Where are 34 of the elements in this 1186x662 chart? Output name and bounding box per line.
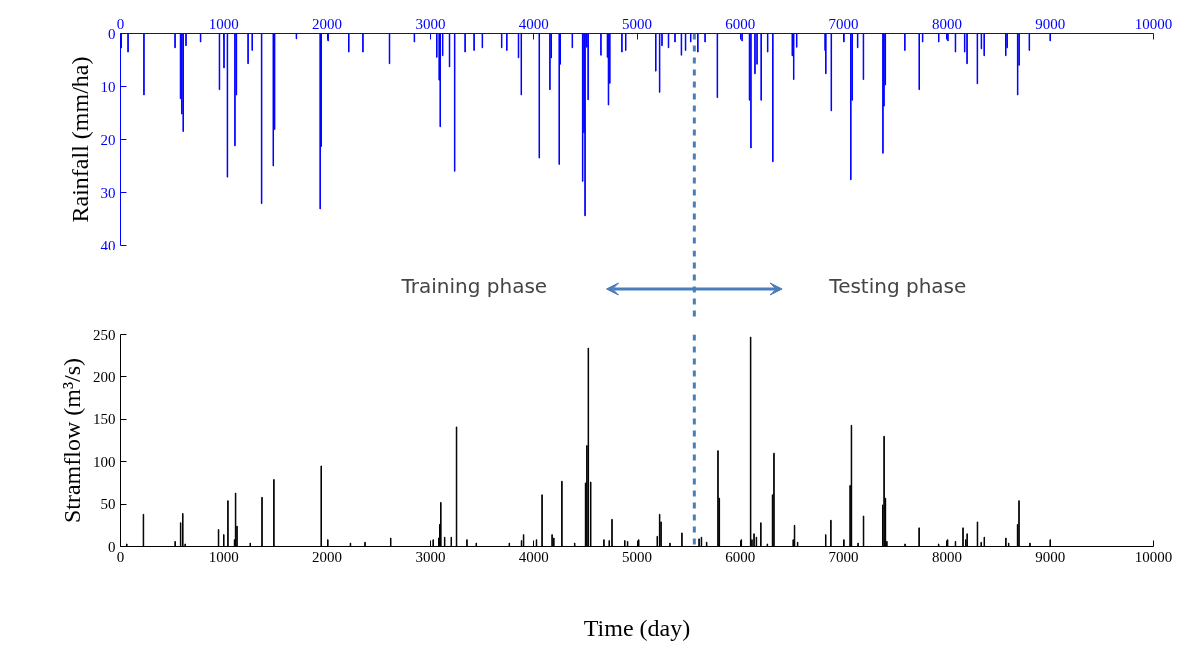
x-tick-label: 2000 (312, 548, 343, 565)
x-tick-label: 6000 (725, 548, 756, 565)
x-tick-label: 8000 (931, 548, 962, 565)
x-tick-label: 9000 (1035, 15, 1066, 32)
x-tick-label: 7000 (828, 15, 859, 32)
x-tick-label: 3000 (415, 15, 446, 32)
y-axis-title: Stramflow (m³/s) (59, 357, 85, 524)
x-tick-label: 6000 (725, 15, 756, 32)
x-tick-label: 4000 (518, 548, 549, 565)
y-tick-label: 20 (100, 131, 116, 148)
y-tick-label: 10 (100, 78, 116, 95)
y-tick-label: 50 (100, 496, 116, 513)
x-tick-label: 2000 (312, 15, 343, 32)
x-tick-label: 4000 (518, 15, 549, 32)
x-tick-label: 1000 (208, 15, 239, 32)
text: Testing phase (828, 273, 967, 298)
x-tick-label: 8000 (931, 15, 962, 32)
x-tick-label: 1000 (208, 548, 239, 565)
y-tick-label: 100 (93, 453, 116, 470)
y-axis-title: Rainfall (mm/ha) (66, 56, 93, 223)
x-tick-label: 5000 (622, 548, 652, 565)
y-tick-label: 30 (100, 184, 116, 201)
x-tick-label: 10000 (1134, 548, 1173, 565)
y-tick-label: 40 (100, 237, 116, 254)
x-axis-title: Time (day) (583, 614, 691, 641)
y-tick-label: 200 (93, 368, 116, 385)
y-tick-label: 150 (93, 411, 116, 428)
x-tick-label: 5000 (622, 15, 652, 32)
y-tick-label: 250 (93, 326, 116, 343)
x-tick-label: 10000 (1134, 15, 1173, 32)
x-tick-label: 9000 (1035, 548, 1066, 565)
x-tick-label: 3000 (415, 548, 446, 565)
text: Training phase (400, 273, 548, 298)
x-tick-label: 7000 (828, 548, 859, 565)
